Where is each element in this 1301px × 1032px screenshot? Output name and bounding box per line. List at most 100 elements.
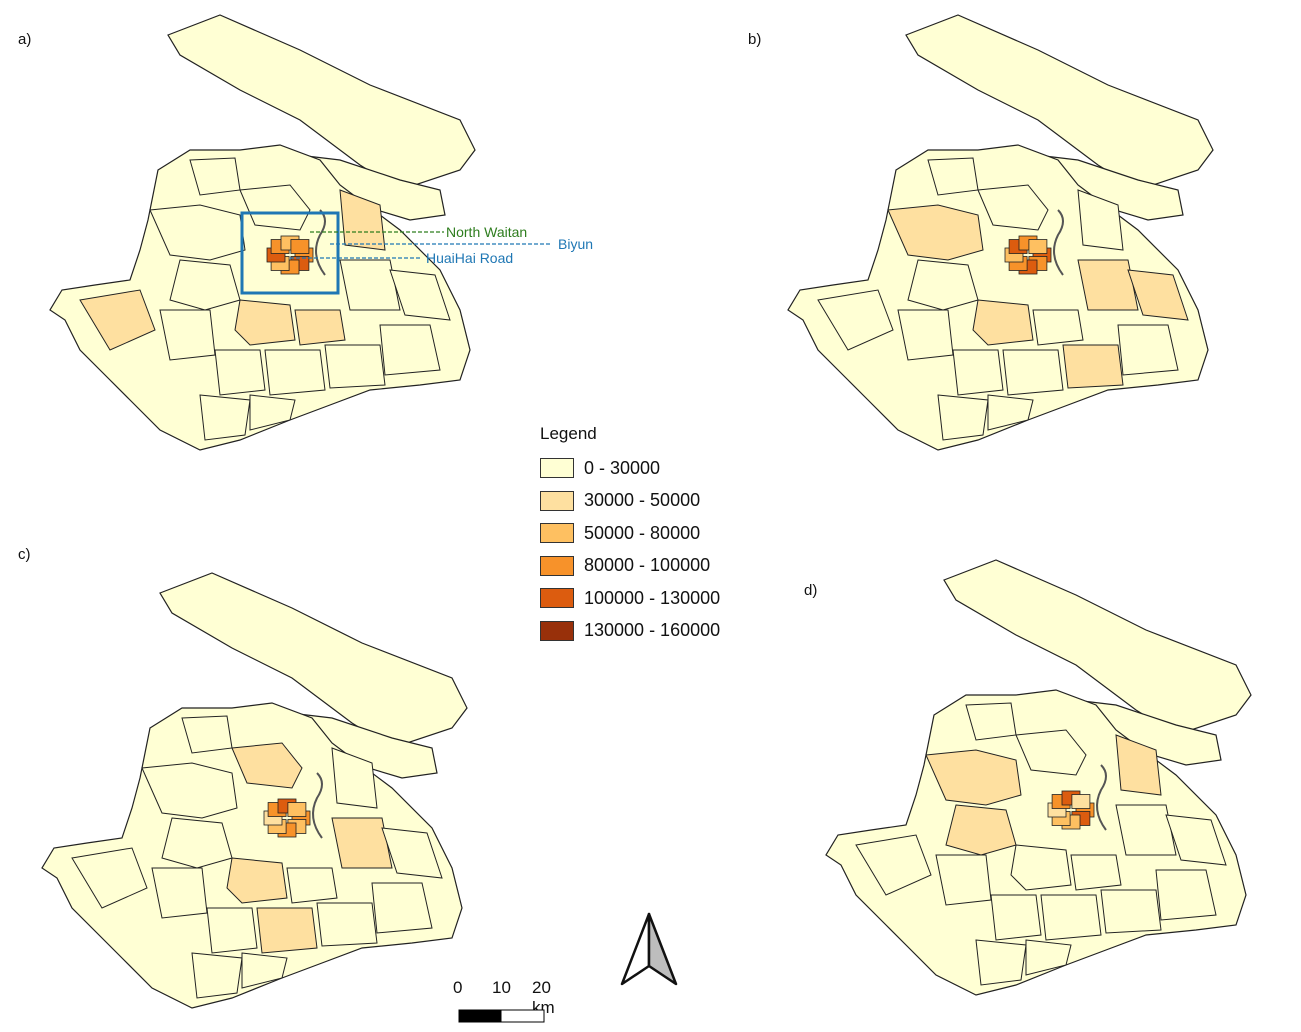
district-polygon — [331, 747, 378, 809]
district-polygon — [371, 882, 433, 934]
district-polygon — [1115, 734, 1162, 796]
district-boundary — [905, 14, 1214, 191]
district-polygon — [161, 817, 233, 869]
district-polygon — [226, 857, 288, 904]
district-polygon — [379, 324, 441, 376]
district-polygon — [952, 349, 1004, 396]
district-polygon — [199, 394, 251, 441]
legend-label: 80000 - 100000 — [584, 555, 711, 576]
legend-label: 30000 - 50000 — [584, 490, 701, 511]
district-polygon — [324, 344, 386, 389]
panel-label-d: d) — [804, 582, 818, 599]
district-polygon — [381, 827, 443, 879]
map-panel-a — [49, 14, 476, 451]
district-polygon — [937, 394, 989, 441]
legend-item: 50000 - 80000 — [540, 517, 720, 550]
legend-swatch — [540, 490, 574, 511]
district-polygon — [907, 259, 979, 311]
district-polygon — [925, 749, 1022, 806]
biyun-label: Biyun — [558, 236, 593, 252]
district-polygon — [990, 894, 1042, 941]
map-panel-b — [787, 14, 1214, 451]
district-polygon — [945, 804, 1017, 856]
district-polygon — [1025, 939, 1072, 976]
legend-item: 80000 - 100000 — [540, 550, 720, 583]
district-polygon — [286, 867, 338, 904]
district-polygon — [855, 834, 932, 896]
annotation-overlay: North Waitan Biyun HuaiHai Road — [240, 211, 593, 295]
urban-district-polygon — [287, 802, 307, 817]
district-polygon — [339, 259, 401, 311]
district-polygon — [977, 184, 1049, 231]
district-polygon — [927, 157, 979, 196]
legend-title: Legend — [540, 424, 597, 443]
district-polygon — [234, 299, 296, 346]
river-line — [1096, 764, 1107, 831]
district-polygon — [1002, 349, 1064, 396]
district-polygon — [1115, 804, 1177, 856]
north-waitan-label: North Waitan — [446, 224, 527, 240]
river-line — [315, 209, 326, 276]
district-polygon — [71, 847, 148, 909]
district-boundary — [167, 14, 476, 191]
district-polygon — [887, 204, 984, 261]
district-polygon — [1040, 894, 1102, 941]
river-line — [312, 772, 323, 839]
legend-swatch — [540, 458, 574, 479]
scale-bar-graphic — [458, 1009, 545, 1023]
district-polygon — [241, 952, 288, 989]
urban-district-polygon — [1028, 239, 1048, 254]
district-polygon — [264, 349, 326, 396]
huaihai-label: HuaiHai Road — [426, 250, 513, 266]
legend-swatch — [540, 523, 574, 544]
legend-item: 130000 - 160000 — [540, 615, 720, 648]
district-polygon — [169, 259, 241, 311]
legend-label: 130000 - 160000 — [584, 620, 721, 641]
district-polygon — [79, 289, 156, 351]
district-polygon — [294, 309, 346, 346]
district-polygon — [189, 157, 241, 196]
district-polygon — [316, 902, 378, 947]
legend-label: 50000 - 80000 — [584, 522, 701, 543]
district-polygon — [214, 349, 266, 396]
district-polygon — [231, 742, 303, 789]
study-area-box — [240, 211, 340, 295]
map-panel-d — [825, 559, 1252, 996]
district-polygon — [1015, 729, 1087, 776]
legend-item: 0 - 30000 — [540, 452, 720, 485]
district-polygon — [935, 854, 992, 906]
district-polygon — [1010, 844, 1072, 891]
district-polygon — [1062, 344, 1124, 389]
legend-swatch — [540, 588, 574, 609]
district-polygon — [191, 952, 243, 999]
district-polygon — [331, 817, 393, 869]
district-polygon — [1127, 269, 1189, 321]
river-line — [1053, 209, 1064, 276]
district-polygon — [239, 184, 311, 231]
district-polygon — [1155, 869, 1217, 921]
district-polygon — [1100, 889, 1162, 934]
legend-label: 0 - 30000 — [584, 457, 661, 478]
scale-tick-10: 10 — [492, 978, 511, 997]
legend-item: 100000 - 130000 — [540, 582, 720, 615]
map-panel-c — [41, 572, 468, 1009]
panel-label-a: a) — [18, 31, 32, 48]
district-polygon — [975, 939, 1027, 986]
district-polygon — [339, 189, 386, 251]
district-polygon — [817, 289, 894, 351]
district-polygon — [1070, 854, 1122, 891]
legend-swatch — [540, 555, 574, 576]
district-polygon — [1117, 324, 1179, 376]
district-polygon — [149, 204, 246, 261]
district-polygon — [249, 394, 296, 431]
district-polygon — [1077, 259, 1139, 311]
legend-swatch — [540, 620, 574, 641]
district-polygon — [141, 762, 238, 819]
legend: Legend 0 - 30000 30000 - 50000 50000 - 800… — [540, 424, 720, 647]
district-polygon — [256, 907, 318, 954]
district-polygon — [987, 394, 1034, 431]
panel-label-c: c) — [18, 546, 31, 563]
district-polygon — [151, 867, 208, 919]
district-boundary — [159, 572, 468, 749]
scale-tick-0: 0 — [453, 978, 463, 997]
